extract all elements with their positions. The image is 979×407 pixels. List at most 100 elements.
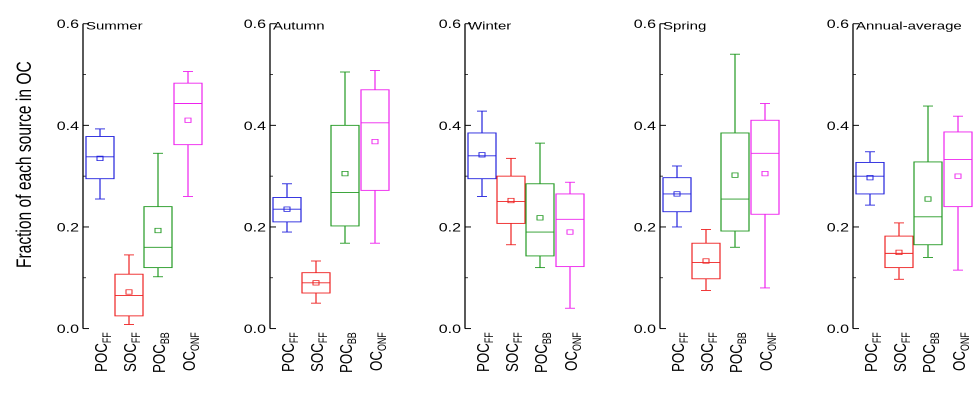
y-tick-label: 0.6 <box>244 17 266 30</box>
mean-marker <box>566 229 574 235</box>
box-soc-ff <box>114 254 144 325</box>
mean-marker <box>125 289 133 295</box>
y-tick-label: 0.0 <box>439 322 461 335</box>
box-soc-ff <box>496 157 526 246</box>
x-tick-label: SOCFF <box>698 332 720 372</box>
panel-title: Spring <box>663 20 706 33</box>
panel-3: 0.0 0.2 0.4 0.6 Winter POCFF SOCFF POCBB OCONF <box>439 17 585 373</box>
box-rect <box>750 119 780 215</box>
box-soc-ff <box>301 260 331 304</box>
box-rect <box>114 273 144 317</box>
box-rect <box>913 161 943 246</box>
x-tick-label: POCBB <box>920 332 942 373</box>
mean-marker <box>96 155 104 161</box>
box-poc-bb <box>913 105 943 258</box>
y-tick-label: 0.2 <box>57 220 79 233</box>
x-tick-label: OCONF <box>757 332 779 371</box>
box-rect <box>855 161 885 195</box>
box-oc-onf <box>555 181 585 309</box>
y-tick-label: 0.0 <box>244 322 266 335</box>
box-rect <box>525 183 555 257</box>
x-tick-label: POCFF <box>279 332 301 372</box>
box-rect <box>943 131 973 208</box>
mean-marker <box>478 152 486 158</box>
mean-marker <box>184 117 192 123</box>
x-tick-label: POCBB <box>337 332 359 373</box>
box-rect <box>496 175 526 224</box>
box-rect <box>85 136 115 180</box>
y-tick-label: 0.0 <box>827 322 849 335</box>
y-tick-label: 0.0 <box>57 322 79 335</box>
mean-marker <box>536 215 544 221</box>
box-poc-bb <box>143 152 173 278</box>
box-oc-onf <box>750 103 780 289</box>
mean-marker <box>507 197 515 204</box>
y-tick-label: 0.2 <box>244 220 266 233</box>
x-tick-label: SOCFF <box>308 332 330 372</box>
panel-title: Autumn <box>273 20 325 33</box>
panel-title: Summer <box>86 20 143 33</box>
x-tick-label: OCONF <box>562 332 584 371</box>
box-poc-ff <box>85 128 115 200</box>
panel-1: 0.0 0.2 0.4 0.6 Summer POCFF SOCFF POCBB OCONF <box>57 17 203 373</box>
box-poc-ff <box>272 183 302 233</box>
box-rect <box>143 206 173 269</box>
y-tick-label: 0.6 <box>827 17 849 30</box>
x-tick-label: OCONF <box>950 332 972 371</box>
mean-marker <box>283 206 291 212</box>
mean-marker <box>702 258 710 264</box>
mean-marker <box>731 172 739 178</box>
mean-marker <box>866 175 874 181</box>
box-rect <box>884 235 914 269</box>
y-tick-label: 0.2 <box>439 220 461 233</box>
x-tick-label: POCFF <box>669 332 691 372</box>
y-tick-label: 0.6 <box>634 17 656 30</box>
x-tick-label: OCONF <box>367 332 389 371</box>
x-tick-label: OCONF <box>180 332 202 371</box>
box-rect <box>173 82 203 146</box>
y-axis-label: Fraction of each source in OC <box>12 61 36 268</box>
mean-marker <box>895 249 903 255</box>
y-tick-label: 0.4 <box>439 119 461 132</box>
box-oc-onf <box>943 115 973 271</box>
y-tick-label: 0.4 <box>827 119 849 132</box>
panel-title: Winter <box>468 20 512 33</box>
box-oc-onf <box>173 71 203 197</box>
box-rect <box>272 197 302 223</box>
mean-marker <box>924 196 932 202</box>
box-rect <box>330 124 360 227</box>
mean-marker <box>761 171 769 177</box>
y-tick-label: 0.0 <box>634 322 656 335</box>
y-tick-label: 0.4 <box>244 119 266 132</box>
box-poc-ff <box>855 151 885 206</box>
x-tick-label: POCBB <box>150 332 172 373</box>
mean-marker <box>954 173 962 179</box>
x-tick-label: POCFF <box>92 332 114 372</box>
box-rect <box>555 193 585 268</box>
box-rect <box>691 242 721 280</box>
box-rect <box>360 89 390 191</box>
x-tick-label: POCFF <box>474 332 496 372</box>
panel-4: 0.0 0.2 0.4 0.6 Spring POCFF SOCFF POCBB OCONF <box>634 17 780 373</box>
mean-marker <box>341 171 349 177</box>
box-poc-bb <box>330 71 360 244</box>
x-tick-label: POCBB <box>532 332 554 373</box>
mean-marker <box>154 227 162 234</box>
mean-marker <box>371 139 379 145</box>
box-soc-ff <box>691 229 721 291</box>
mean-marker <box>312 280 320 286</box>
x-tick-label: POCBB <box>727 332 749 373</box>
mean-marker <box>673 191 681 197</box>
y-tick-label: 0.4 <box>634 119 656 132</box>
x-tick-label: SOCFF <box>891 332 913 372</box>
box-soc-ff <box>884 222 914 280</box>
x-tick-label: SOCFF <box>503 332 525 372</box>
panel-5: 0.0 0.2 0.4 0.6 Annual-average POCFF SOCFF POCB… <box>827 17 973 373</box>
box-poc-ff <box>662 165 692 228</box>
y-tick-label: 0.6 <box>57 17 79 30</box>
y-tick-label: 0.6 <box>439 17 461 30</box>
y-tick-label: 0.4 <box>57 119 79 132</box>
box-oc-onf <box>360 70 390 244</box>
